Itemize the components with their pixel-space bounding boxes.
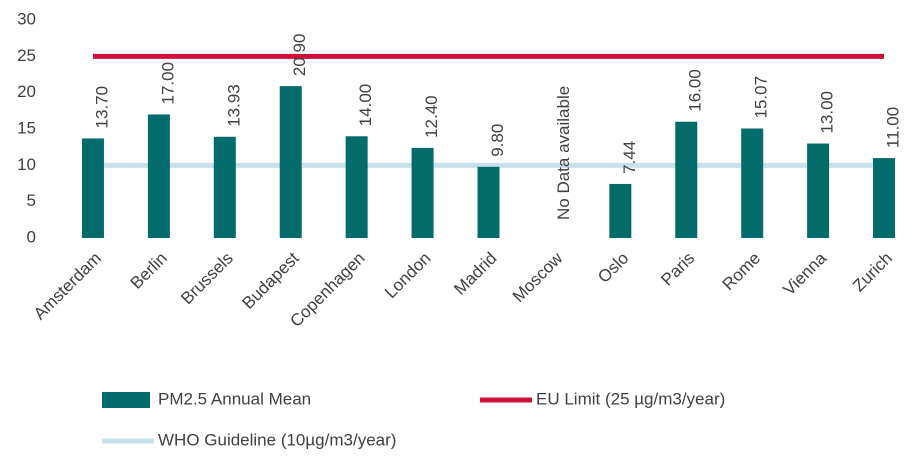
value-label: 12.40 <box>422 95 441 138</box>
bar <box>807 143 830 238</box>
x-tick-label: Brussels <box>177 249 237 309</box>
legend-label: EU Limit (25 µg/m3/year) <box>536 389 725 408</box>
bar <box>147 114 170 238</box>
x-tick-label: Oslo <box>594 249 632 287</box>
legend-label: WHO Guideline (10µg/m3/year) <box>158 430 396 449</box>
value-label: 16.00 <box>686 69 705 112</box>
x-tick-label: London <box>381 249 435 303</box>
bar <box>873 158 896 238</box>
x-tick-label: Berlin <box>127 249 171 293</box>
value-label: 14.00 <box>356 84 375 127</box>
bar <box>675 121 698 238</box>
y-tick-label: 25 <box>17 46 36 65</box>
y-tick-label: 20 <box>17 82 36 101</box>
bar <box>81 138 104 238</box>
value-label: 20.90 <box>290 34 309 77</box>
y-tick-label: 10 <box>17 155 36 174</box>
x-tick-label: Zurich <box>849 249 896 296</box>
value-label: No Data available <box>554 86 573 220</box>
value-label: 13.70 <box>92 86 111 129</box>
x-tick-label: Vienna <box>779 248 830 299</box>
x-tick-label: Amsterdam <box>30 249 105 324</box>
value-label: 11.00 <box>884 107 903 148</box>
y-tick-label: 0 <box>27 227 36 246</box>
value-label: 9.80 <box>488 124 507 157</box>
bar <box>609 183 632 238</box>
y-tick-label: 30 <box>17 9 36 28</box>
y-tick-label: 15 <box>17 118 36 137</box>
x-tick-label: Budapest <box>238 248 302 312</box>
value-label: 13.93 <box>224 84 243 127</box>
legend-swatch <box>102 392 150 408</box>
value-label: 17.00 <box>158 62 177 105</box>
bar <box>279 86 302 238</box>
bar <box>411 147 434 238</box>
bar <box>213 136 236 238</box>
y-tick-label: 5 <box>27 191 36 210</box>
legend-label: PM2.5 Annual Mean <box>158 389 311 408</box>
value-label: 15.07 <box>752 76 771 119</box>
x-tick-label: Moscow <box>509 248 567 306</box>
x-tick-label: Madrid <box>450 249 500 299</box>
bar <box>477 166 500 238</box>
x-tick-label: Rome <box>719 249 765 295</box>
x-tick-label: Paris <box>657 249 698 290</box>
bar <box>345 136 368 238</box>
bar <box>741 128 764 238</box>
value-label: 13.00 <box>818 91 837 134</box>
value-label: 7.44 <box>620 141 639 174</box>
